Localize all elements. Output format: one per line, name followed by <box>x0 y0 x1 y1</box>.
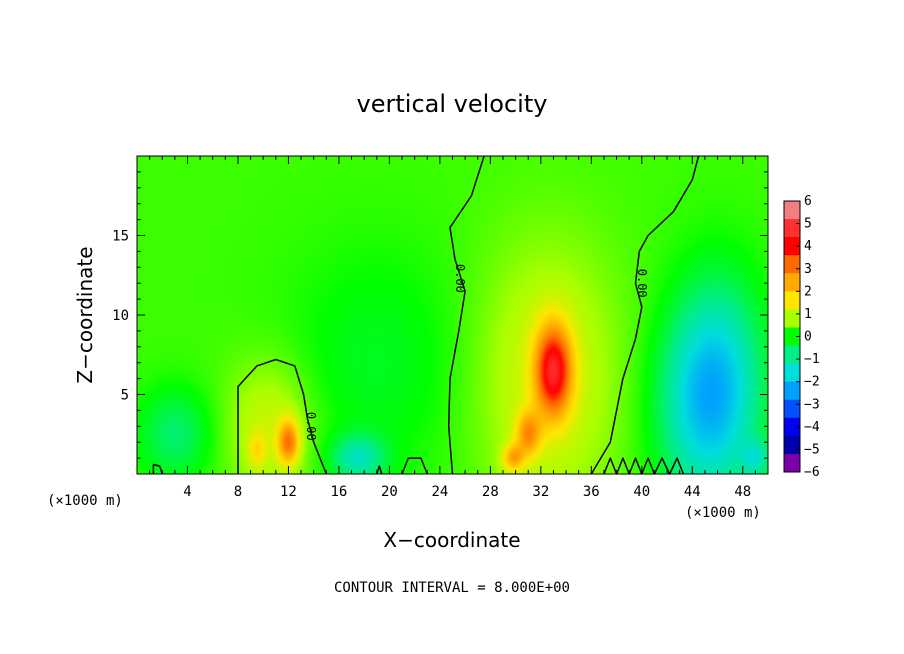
x-tick-label: 48 <box>734 484 751 500</box>
contour-label: 0.00 <box>635 269 649 298</box>
x-tick-label: 36 <box>583 484 600 500</box>
colorbar-label: 5 <box>804 217 812 232</box>
colorbar: 6 5 4 3 2 1 0 −1 −2 −3 −4 −5 −6 <box>783 194 820 480</box>
zero-contour-line <box>590 155 700 475</box>
zero-contour-line <box>447 155 485 475</box>
colorbar-label: −1 <box>804 352 820 367</box>
colorbar-label: 2 <box>804 284 812 299</box>
colorbar-swatch <box>784 273 800 292</box>
x-tick-label: 12 <box>280 484 297 500</box>
x-tick-label: 40 <box>633 484 650 500</box>
colorbar-swatch <box>784 399 800 419</box>
colorbar-swatch <box>784 237 800 256</box>
x-tick-label: 44 <box>684 484 701 500</box>
colorbar-label: −6 <box>804 465 820 480</box>
y-tick-label: 15 <box>112 229 129 245</box>
zero-contour-line <box>237 358 327 475</box>
contour-labels: 0.00 0.00 0.00 <box>304 264 649 441</box>
colorbar-label: 6 <box>804 194 812 209</box>
x-tick-label: 28 <box>482 484 499 500</box>
x-tick-label: 16 <box>330 484 347 500</box>
colorbar-label: 0 <box>804 330 812 345</box>
y-axis-unit-right: (×1000 m) <box>685 505 761 521</box>
y-tick-label: 10 <box>112 308 129 324</box>
colorbar-swatch <box>784 201 800 220</box>
x-tick-label: 8 <box>234 484 242 500</box>
x-axis-unit-left: (×1000 m) <box>47 493 123 509</box>
colorbar-label: −2 <box>804 375 820 390</box>
colorbar-swatch <box>784 363 800 383</box>
colorbar-label: −4 <box>804 420 820 435</box>
colorbar-label: 1 <box>804 307 812 322</box>
y-axis-ticks: 5 10 15 <box>112 171 768 459</box>
colorbar-swatch <box>784 435 800 455</box>
x-axis-label: X−coordinate <box>383 528 520 552</box>
x-axis-ticks: 4 8 12 16 20 24 28 32 36 40 44 48 <box>149 156 756 500</box>
colorbar-label: −5 <box>804 442 820 457</box>
contour-label: 0.00 <box>304 412 318 441</box>
colorbar-label: 3 <box>804 262 812 277</box>
heatmap-field <box>137 156 768 474</box>
plot-area: 0.00 0.00 0.00 <box>136 155 769 475</box>
colorbar-swatch <box>784 417 800 437</box>
colorbar-swatch <box>784 219 800 238</box>
x-tick-label: 32 <box>532 484 549 500</box>
contour-interval-footer: CONTOUR INTERVAL = 8.000E+00 <box>334 580 570 596</box>
colorbar-swatch <box>784 345 800 365</box>
colorbar-swatch <box>784 453 800 473</box>
y-tick-label: 5 <box>121 388 129 404</box>
zero-contour-line <box>376 465 383 475</box>
x-tick-label: 4 <box>183 484 191 500</box>
x-tick-label: 20 <box>381 484 398 500</box>
zero-contour-line <box>401 457 428 475</box>
zero-contour-line <box>152 463 163 475</box>
colorbar-swatch <box>784 309 800 328</box>
y-axis-label: Z−coordinate <box>73 246 97 383</box>
colorbar-label: 4 <box>804 239 812 254</box>
chart-title: vertical velocity <box>357 90 548 118</box>
contour-label: 0.00 <box>453 264 467 293</box>
colorbar-swatch <box>784 291 800 310</box>
colorbar-swatch <box>784 381 800 401</box>
colorbar-swatch <box>784 255 800 274</box>
colorbar-swatch <box>784 327 800 347</box>
x-tick-label: 24 <box>431 484 448 500</box>
colorbar-label: −3 <box>804 397 820 412</box>
